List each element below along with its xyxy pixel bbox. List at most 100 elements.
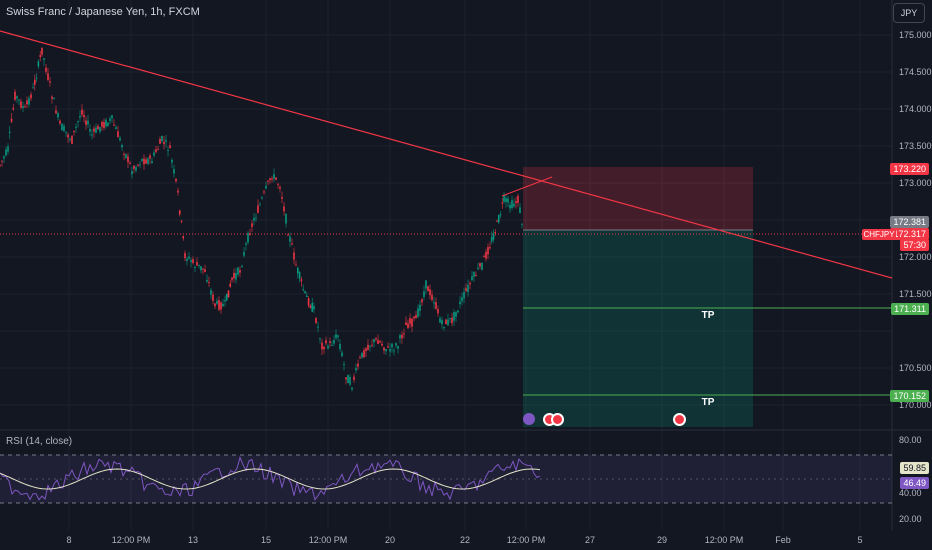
candle-body: [335, 334, 337, 339]
candle-body: [85, 120, 87, 125]
candle-body: [304, 291, 306, 293]
candle-body: [353, 376, 355, 380]
candle-body: [69, 138, 71, 140]
tp2-price-tag: 170.152: [890, 390, 929, 402]
candle-body: [107, 122, 109, 126]
candle-body: [307, 298, 310, 306]
candle-body: [182, 236, 185, 239]
candle-body: [255, 217, 257, 219]
candle-body: [323, 346, 325, 350]
candle-body: [131, 171, 133, 175]
candle-body: [365, 348, 367, 352]
candle-body: [283, 206, 285, 212]
candle-body: [177, 190, 179, 193]
flash-icon[interactable]: [523, 413, 535, 425]
candle-body: [355, 367, 357, 371]
candle-body: [147, 158, 149, 164]
candle-body: [237, 267, 239, 275]
candle-body: [117, 131, 119, 138]
price-series: [0, 47, 523, 392]
candle-body: [190, 260, 192, 263]
candle-body: [419, 304, 421, 311]
candle-body: [218, 300, 220, 310]
candle-body: [269, 178, 271, 181]
candle-body: [180, 220, 183, 222]
candle-body: [459, 301, 461, 305]
candle-body: [87, 120, 89, 125]
candle-body: [0, 164, 1, 166]
candle-body: [83, 114, 85, 118]
candle-body: [224, 300, 226, 302]
trendline: [0, 30, 893, 279]
candle-body: [123, 153, 125, 155]
candle-body: [511, 200, 513, 208]
candle-body: [347, 375, 349, 384]
candle-body: [145, 159, 147, 164]
candle-body: [153, 152, 155, 156]
candle-body: [483, 256, 485, 258]
candle-body: [34, 79, 36, 85]
event-icon[interactable]: [673, 413, 686, 426]
candle-body: [481, 262, 483, 270]
candle-body: [373, 339, 375, 343]
candle-body: [115, 127, 117, 130]
candle-body: [212, 294, 214, 301]
candle-body: [243, 251, 245, 256]
currency-button[interactable]: JPY: [893, 3, 925, 23]
candle-body: [343, 364, 345, 366]
candle-body: [517, 195, 519, 204]
candle-body: [302, 289, 304, 291]
candle-body: [167, 150, 169, 152]
candle-body: [437, 308, 439, 314]
symbol-tag: CHFJPY: [862, 229, 896, 240]
price-axis-label: 175.000: [899, 30, 932, 40]
candle-body: [369, 345, 371, 347]
candle-body: [443, 327, 445, 329]
candle-body: [489, 247, 491, 249]
price-axis-label: 170.500: [899, 363, 932, 373]
candle-body: [298, 272, 301, 279]
candle-body: [137, 164, 139, 166]
candle-body: [403, 333, 405, 335]
candle-body: [26, 100, 28, 105]
candle-body: [220, 302, 222, 310]
candle-body: [329, 341, 331, 343]
time-axis-label: 15: [260, 535, 272, 545]
price-axis-label: 170.000: [899, 400, 932, 410]
candle-body: [105, 119, 107, 127]
chart-title: Swiss Franc / Japanese Yen, 1h, FXCM: [6, 6, 200, 18]
candle-body: [53, 97, 55, 100]
candle-body: [281, 197, 283, 199]
candle-body: [461, 297, 463, 302]
candle-body: [401, 334, 403, 339]
event-icon[interactable]: [551, 413, 564, 426]
candle-body: [188, 256, 190, 259]
candle-body: [341, 352, 343, 357]
candle-body: [287, 234, 289, 236]
candle-body: [407, 323, 409, 329]
candle-body: [415, 315, 417, 319]
candle-body: [391, 343, 393, 348]
candle-body: [75, 126, 77, 128]
candle-body: [121, 144, 123, 148]
candle-body: [49, 81, 51, 83]
candle-body: [57, 113, 59, 118]
candle-body: [231, 277, 233, 280]
rsi-value-tag: 46.49: [900, 477, 929, 489]
candle-body: [35, 77, 38, 79]
price-axis-label: 173.000: [899, 178, 932, 188]
candle-body: [129, 162, 131, 164]
candle-body: [61, 123, 63, 131]
candle-body: [178, 210, 181, 215]
countdown-tag: 57:30: [900, 239, 929, 251]
candle-body: [20, 101, 22, 108]
candle-body: [16, 96, 18, 99]
trendline-short: [501, 176, 553, 197]
rsi-ma-line: [0, 468, 541, 490]
candle-body: [479, 263, 481, 267]
time-axis-label: 29: [656, 535, 668, 545]
candle-body: [196, 262, 198, 266]
candle-body: [163, 141, 165, 145]
candle-body: [194, 266, 196, 268]
